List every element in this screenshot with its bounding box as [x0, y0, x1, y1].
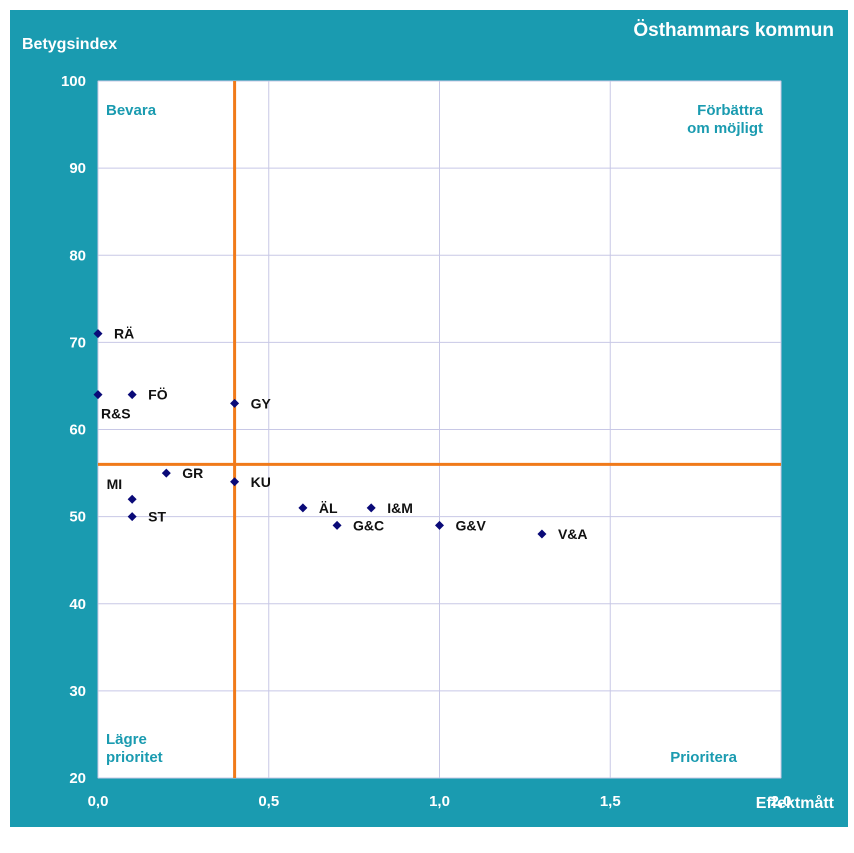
data-point-label: V&A — [558, 526, 588, 542]
data-point-marker — [127, 390, 137, 400]
x-axis-label: Effektmått — [755, 795, 834, 812]
data-point-marker — [93, 390, 103, 400]
x-tick-labels: 0,0 0,5 1,0 1,5 2,0 — [88, 793, 792, 810]
quadrant-labels: Bevara Förbättra om möjligt Lägre prioritet P… — [106, 102, 764, 766]
data-point-label: GR — [182, 465, 203, 481]
y-tick-labels: 20 30 40 50 60 70 80 90 100 — [61, 73, 86, 787]
data-point-marker — [332, 520, 342, 530]
data-point-marker — [127, 512, 137, 522]
y-tick-label: 90 — [69, 160, 86, 177]
quadrant-label-bottom-right: Prioritera — [670, 749, 737, 766]
data-point-label: KU — [251, 474, 271, 490]
data-points: RÄ R&S FÖ GY GR KU MI ST ÄL I&MG&C G&V V&A — [93, 326, 588, 542]
data-point-marker — [435, 520, 444, 530]
data-point-label: G&V — [456, 517, 487, 533]
reference-lines — [98, 81, 781, 778]
data-point-label: RÄ — [114, 326, 134, 342]
data-point-marker — [298, 503, 308, 513]
y-tick-label: 80 — [69, 247, 86, 264]
data-point-marker — [161, 468, 171, 478]
quadrant-label-bottom-left: Lägre prioritet — [106, 731, 163, 766]
y-tick-label: 30 — [69, 683, 86, 700]
quadrant-label-top-left: Bevara — [106, 102, 157, 119]
data-point-label: I&M — [387, 500, 413, 516]
data-point-label: FÖ — [148, 387, 168, 403]
x-tick-label: 2,0 — [771, 793, 792, 810]
data-point-label: MI — [107, 476, 123, 492]
y-tick-label: 20 — [69, 770, 86, 787]
data-point-label: R&S — [101, 406, 131, 422]
y-tick-label: 60 — [69, 422, 86, 439]
quadrant-label-top-right: Förbättra om möjligt — [687, 102, 763, 137]
data-point-marker — [230, 398, 240, 408]
data-point-marker — [366, 503, 376, 513]
data-point-marker — [230, 477, 240, 487]
data-point-label: ST — [148, 509, 166, 525]
x-tick-label: 1,5 — [600, 793, 621, 810]
x-tick-label: 1,0 — [429, 793, 450, 810]
y-axis-label: Betygsindex — [22, 36, 118, 53]
y-tick-label: 40 — [69, 596, 86, 613]
x-tick-label: 0,5 — [258, 793, 279, 810]
y-tick-label: 100 — [61, 73, 86, 90]
data-point-label: GY — [251, 395, 272, 411]
data-point-marker — [93, 329, 103, 339]
data-point-marker — [537, 529, 547, 539]
x-tick-label: 0,0 — [88, 793, 109, 810]
y-tick-label: 70 — [69, 334, 86, 351]
gridlines — [97, 80, 782, 779]
y-tick-label: 50 — [69, 509, 86, 526]
data-point-marker — [127, 494, 137, 504]
chart-title: Östhammars kommun — [633, 20, 834, 41]
data-point-label: G&C — [353, 517, 384, 533]
data-point-label: ÄL — [319, 500, 338, 516]
